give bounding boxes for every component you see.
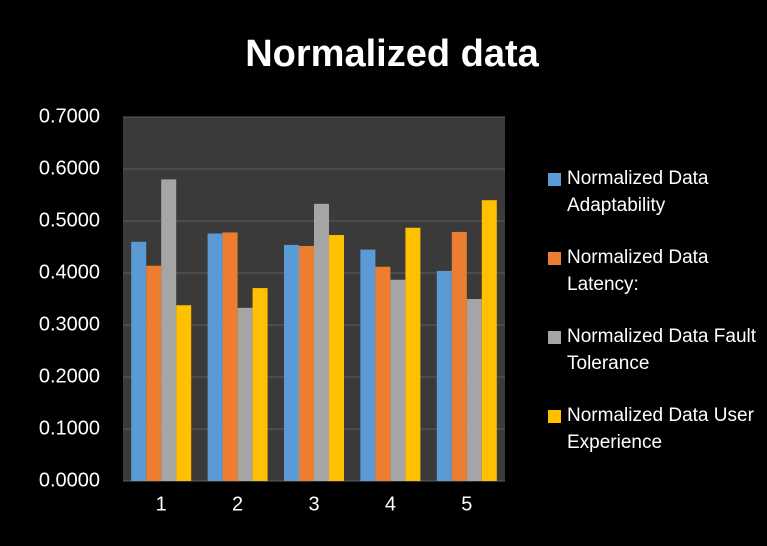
bar [131,241,147,481]
x-tick-label: 3 [308,493,319,515]
bar [314,203,329,481]
y-tick-label: 0.7000 [39,105,100,127]
bar [222,232,238,481]
legend-swatch [548,173,561,186]
legend-item: Normalized Data Fault Tolerance [548,323,758,402]
legend-label: Normalized Data Fault Tolerance [567,326,757,374]
legend-swatch [548,252,561,265]
x-tick-label: 4 [385,493,396,515]
bar [237,307,253,481]
legend-label: Normalized Data Latency: [567,247,709,295]
bar [451,231,467,481]
bar [176,305,192,481]
legend-label: Normalized Data User Experience [567,405,754,453]
bar [466,299,482,481]
bar [375,266,391,481]
bar [146,265,162,481]
bar [481,200,497,481]
chart-title: Normalized data [245,33,539,75]
legend-item: Normalized Data Latency: [548,244,758,323]
y-tick-label: 0.2000 [39,365,100,387]
legend-swatch [548,331,561,344]
y-tick-label: 0.6000 [39,157,100,179]
legend: Normalized Data Adaptability Normalized D… [548,165,758,481]
legend-label: Normalized Data Adaptability [567,168,709,216]
bar [329,235,344,481]
bar [360,249,376,481]
x-tick-label: 1 [156,493,167,515]
y-tick-label: 0.4000 [39,261,100,283]
y-tick-label: 0.5000 [39,209,100,231]
bar [436,270,452,481]
bar [299,245,314,481]
bar [390,279,406,481]
x-tick-label: 5 [461,493,472,515]
bar [161,179,177,481]
bar [207,233,223,481]
bar [284,244,299,481]
legend-item: Normalized Data Adaptability [548,165,758,244]
bar [252,288,268,481]
legend-swatch [548,410,561,423]
y-tick-label: 0.3000 [39,313,100,335]
legend-item: Normalized Data User Experience [548,402,758,481]
y-tick-label: 0.1000 [39,417,100,439]
y-tick-label: 0.0000 [39,469,100,491]
x-tick-label: 2 [232,493,243,515]
bar [405,227,421,481]
